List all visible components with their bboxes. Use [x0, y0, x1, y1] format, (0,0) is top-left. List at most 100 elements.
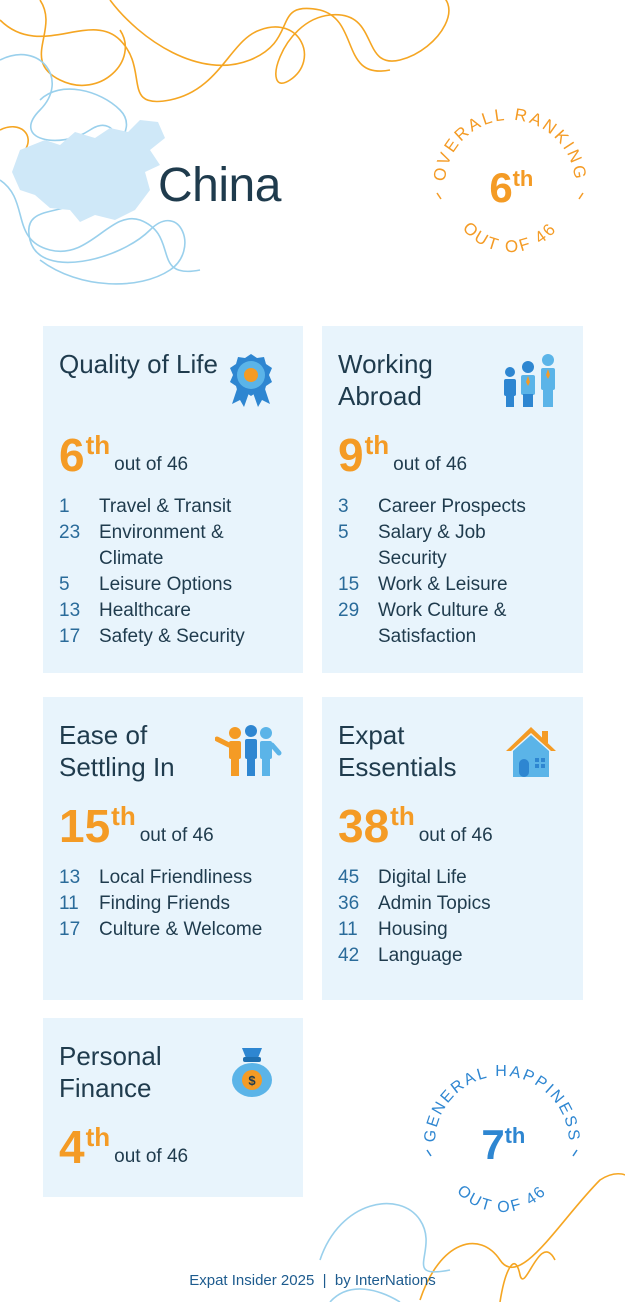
svg-text:OUT OF 46: OUT OF 46 — [459, 218, 561, 256]
card-title: Ease of Settling In — [59, 720, 175, 782]
list-item: 11 Finding Friends — [59, 891, 293, 917]
rank-suffix: th — [390, 801, 415, 831]
card-title: Quality of Life — [59, 349, 218, 379]
card-title: Working Abroad — [338, 349, 433, 411]
svg-text:OUT OF 46: OUT OF 46 — [454, 1182, 551, 1216]
list-item: 42 Language — [338, 943, 573, 969]
item-label: Travel & Transit — [99, 496, 232, 517]
list-item: 17 Safety & Security — [59, 624, 293, 650]
list-item: 45 Digital Life — [338, 865, 573, 891]
rank-suffix: th — [364, 430, 390, 460]
item-label: Work & Leisure — [378, 574, 508, 595]
happiness-rank-suffix: th — [505, 1123, 526, 1148]
item-label: Local Friendliness — [99, 867, 253, 888]
item-rank: 36 — [338, 893, 360, 914]
rank-out-of: out of 46 — [418, 825, 493, 846]
svg-text:$: $ — [248, 1073, 256, 1088]
money-bag-icon: $ — [232, 1048, 272, 1097]
sub-rank-list: 3 Career Prospects 5 Salary & Job Security… — [338, 494, 573, 650]
rank-row: 15 th out of 46 — [59, 803, 214, 849]
card-working-abroad: Working Abroad 9 th out of 46 3 Career Pr… — [322, 326, 583, 673]
item-rank: 11 — [338, 919, 358, 940]
rank-out-of: out of 46 — [393, 454, 468, 475]
item-rank: 17 — [59, 919, 81, 940]
happiness-ring-bottom-text: OUT OF 46 — [454, 1182, 548, 1216]
group-pointing-icon — [215, 725, 282, 776]
item-rank: 42 — [338, 945, 360, 966]
rank-suffix: th — [85, 1122, 111, 1152]
item-rank: 3 — [338, 496, 349, 517]
list-item: 5 Salary & Job Security — [338, 520, 573, 572]
rank-number: 6 — [59, 429, 85, 481]
item-rank: 45 — [338, 867, 360, 888]
item-rank: 13 — [59, 867, 81, 888]
item-rank: 23 — [59, 522, 81, 543]
footer-credit: Expat Insider 2025 | by InterNations — [189, 1272, 436, 1289]
list-item: 36 Admin Topics — [338, 891, 573, 917]
item-label: Safety & Security — [99, 626, 245, 647]
item-label: Salary & Job Security — [378, 522, 486, 569]
list-item: 29 Work Culture & Satisfaction — [338, 598, 573, 650]
overall-rank-number: 6 — [489, 164, 512, 211]
rank-row: 6 th out of 46 — [59, 432, 188, 478]
card-quality-of-life: Quality of Life 6 th out of 46 1 Travel &… — [43, 326, 303, 673]
china-map-icon — [12, 120, 165, 222]
list-item: 15 Work & Leisure — [338, 572, 573, 598]
item-rank: 15 — [338, 574, 360, 595]
card-title: Expat Essentials — [338, 720, 457, 782]
list-item: 13 Healthcare — [59, 598, 293, 624]
item-label: Environment & Climate — [99, 522, 224, 569]
card-personal-finance: Personal Finance $ 4 th out of 46 — [43, 1018, 303, 1197]
overall-ring-bottom-text: OUT OF 46 — [459, 218, 558, 256]
rank-suffix: th — [85, 430, 111, 460]
item-label: Career Prospects — [378, 496, 526, 517]
rank-number: 9 — [338, 429, 364, 481]
item-label: Digital Life — [378, 867, 467, 888]
happiness-rank-number: 7 — [481, 1121, 504, 1168]
rank-number: 15 — [59, 800, 111, 852]
sub-rank-list: 13 Local Friendliness 11 Finding Friends 1… — [59, 865, 293, 943]
card-ease-of-settling-in: Ease of Settling In 15 th out of 46 13 Lo… — [43, 697, 303, 1000]
item-label: Work Culture & Satisfaction — [378, 600, 507, 647]
rosette-icon — [230, 354, 272, 407]
item-label: Language — [378, 945, 463, 966]
country-title: China — [158, 159, 281, 212]
sub-rank-list: 45 Digital Life 36 Admin Topics 11 Housing … — [338, 865, 573, 969]
rank-row: 9 th out of 46 — [338, 432, 467, 478]
item-label: Housing — [378, 919, 448, 940]
rank-number: 4 — [59, 1121, 85, 1173]
item-label: Finding Friends — [99, 893, 230, 914]
list-item: 17 Culture & Welcome — [59, 917, 293, 943]
list-item: 23 Environment & Climate — [59, 520, 293, 572]
item-label: Admin Topics — [378, 893, 491, 914]
house-icon — [506, 727, 556, 777]
item-rank: 11 — [59, 893, 79, 914]
rank-row: 4 th out of 46 — [59, 1124, 188, 1170]
general-happiness-badge: GENERAL HAPPINESS OUT OF 46 7 th — [422, 1063, 580, 1216]
item-rank: 13 — [59, 600, 81, 621]
overall-ranking-badge: OVERALL RANKING OUT OF 46 6 th — [430, 105, 588, 256]
list-item: 5 Leisure Options — [59, 572, 293, 598]
overall-rank-suffix: th — [513, 166, 534, 191]
item-rank: 5 — [59, 574, 70, 595]
rank-row: 38 th out of 46 — [338, 803, 493, 849]
list-item: 13 Local Friendliness — [59, 865, 293, 891]
list-item: 1 Travel & Transit — [59, 494, 293, 520]
item-label: Leisure Options — [99, 574, 233, 595]
item-label: Culture & Welcome — [99, 919, 263, 940]
item-rank: 1 — [59, 496, 70, 517]
item-label: Healthcare — [99, 600, 191, 621]
item-rank: 5 — [338, 522, 349, 543]
business-people-icon — [504, 354, 555, 407]
rank-suffix: th — [111, 801, 136, 831]
sub-rank-list: 1 Travel & Transit 23 Environment & Climat… — [59, 494, 293, 650]
list-item: 11 Housing — [338, 917, 573, 943]
item-rank: 29 — [338, 600, 360, 621]
card-title: Personal Finance — [59, 1041, 162, 1103]
item-rank: 17 — [59, 626, 81, 647]
rank-number: 38 — [338, 800, 390, 852]
list-item: 3 Career Prospects — [338, 494, 573, 520]
rank-out-of: out of 46 — [114, 1146, 189, 1167]
rank-out-of: out of 46 — [139, 825, 214, 846]
card-expat-essentials: Expat Essentials 38 th out of 46 45 Digit… — [322, 697, 583, 1000]
